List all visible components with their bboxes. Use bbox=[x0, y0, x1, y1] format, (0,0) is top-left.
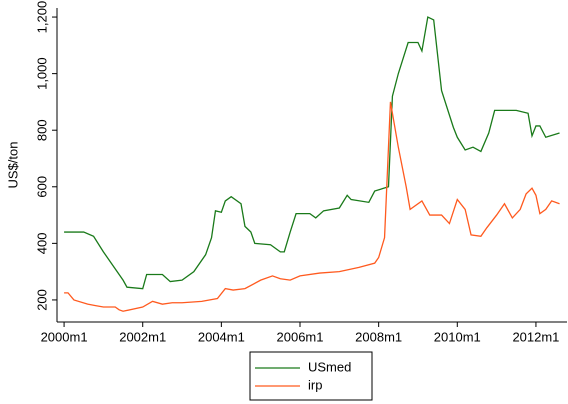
y-tick-label: 600 bbox=[34, 176, 49, 198]
series-line bbox=[64, 101, 560, 312]
x-tick-label: 2008m1 bbox=[355, 329, 402, 344]
x-tick-label: 2006m1 bbox=[277, 329, 324, 344]
y-tick-label: 200 bbox=[34, 289, 49, 311]
legend-label: irp bbox=[308, 377, 322, 392]
y-axis-title: US$/ton bbox=[5, 142, 20, 189]
x-tick-label: 2004m1 bbox=[198, 329, 245, 344]
y-tick-label: 400 bbox=[34, 233, 49, 255]
legend-label: USmed bbox=[308, 359, 351, 374]
series-line bbox=[64, 16, 560, 290]
y-tick-label: 1,000 bbox=[34, 57, 49, 90]
y-tick-label: 1,200 bbox=[34, 1, 49, 34]
x-tick-label: 2002m1 bbox=[119, 329, 166, 344]
x-tick-label: 2000m1 bbox=[41, 329, 88, 344]
legend bbox=[249, 351, 373, 401]
y-tick-label: 800 bbox=[34, 119, 49, 141]
x-tick-label: 2010m1 bbox=[434, 329, 481, 344]
x-tick-label: 2012m1 bbox=[512, 329, 559, 344]
